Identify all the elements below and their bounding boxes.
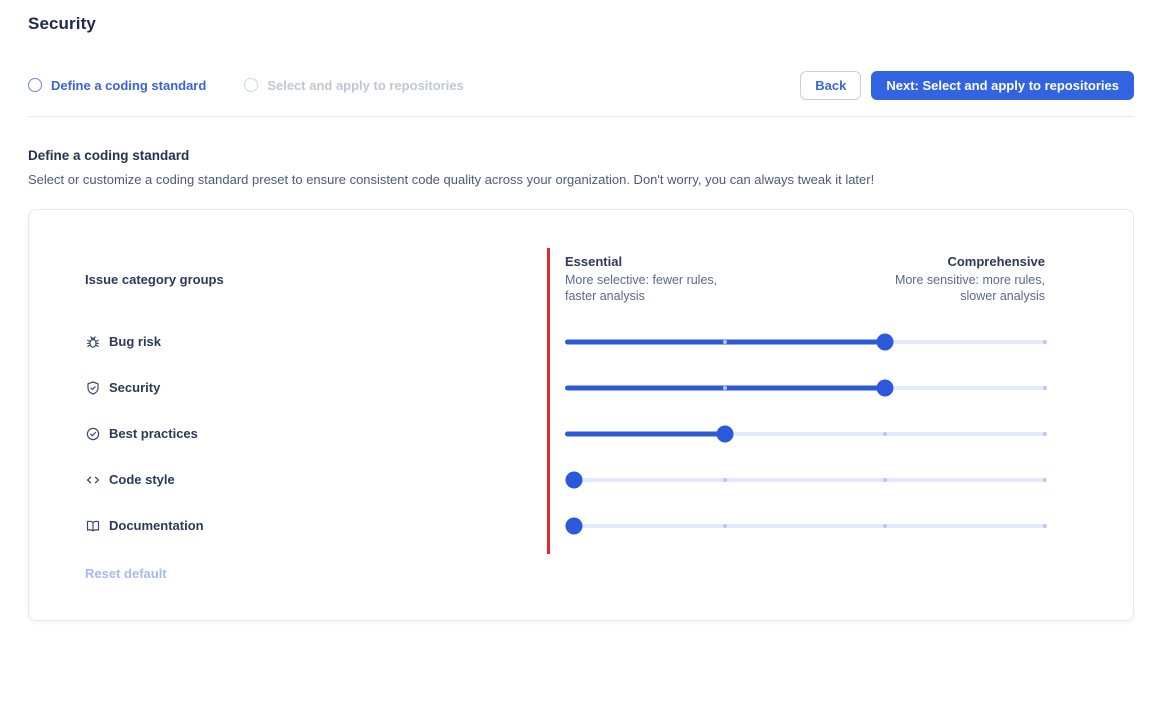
step-radio-icon xyxy=(28,78,42,92)
code-style-slider[interactable] xyxy=(565,471,1047,489)
open-book-icon xyxy=(85,518,101,534)
slider-tick xyxy=(883,523,887,528)
category-row-code-style: Code style xyxy=(85,457,1047,503)
best-practices-slider[interactable] xyxy=(565,425,1047,443)
slider-tick xyxy=(883,431,887,436)
slider-tick xyxy=(1043,523,1047,528)
bug-icon xyxy=(85,334,101,350)
step-label: Define a coding standard xyxy=(51,77,207,93)
slider-handle[interactable] xyxy=(716,425,734,442)
slider-tick xyxy=(722,339,727,344)
slider-tick xyxy=(1043,339,1047,344)
back-button[interactable]: Back xyxy=(800,70,862,100)
slider-handle[interactable] xyxy=(876,333,894,350)
slider-track xyxy=(565,523,1045,528)
category-label: Documentation xyxy=(109,518,204,533)
essential-scale-label: Essential More selective: fewer rules, f… xyxy=(565,254,718,303)
code-brackets-icon xyxy=(85,472,101,488)
slider-track xyxy=(565,477,1045,482)
coding-standard-preset-card: Issue category groups Essential More sel… xyxy=(28,209,1134,621)
category-label: Security xyxy=(109,380,161,395)
section-description: Select or customize a coding standard pr… xyxy=(28,172,875,187)
slider-track xyxy=(565,431,1045,436)
category-row-documentation: Documentation xyxy=(85,503,1047,549)
divider xyxy=(28,116,1134,117)
slider-tick xyxy=(1043,431,1047,436)
step-define-coding-standard[interactable]: Define a coding standard xyxy=(28,78,206,93)
card-content: Issue category groups Essential More sel… xyxy=(29,210,1133,583)
slider-tick xyxy=(1043,477,1047,482)
page-title: Security xyxy=(28,14,96,33)
issue-category-groups-label: Issue category groups xyxy=(85,271,224,287)
comprehensive-scale-label: Comprehensive More sensitive: more rules… xyxy=(894,254,1045,303)
next-button[interactable]: Next: Select and apply to repositories xyxy=(871,70,1134,100)
slider-rows: Bug risk xyxy=(85,319,1047,549)
slider-tick xyxy=(883,477,887,482)
security-slider[interactable] xyxy=(565,379,1047,397)
category-row-best-practices: Best practices xyxy=(85,411,1047,457)
essential-preset-marker-line xyxy=(547,248,550,554)
stepper-steps: Define a coding standard Select and appl… xyxy=(28,78,464,93)
slider-fill xyxy=(565,431,725,436)
documentation-slider[interactable] xyxy=(565,517,1047,535)
stepper-bar: Define a coding standard Select and appl… xyxy=(28,70,1134,100)
category-label: Best practices xyxy=(109,426,198,441)
category-row-security: Security xyxy=(85,365,1047,411)
slider-tick xyxy=(1043,385,1047,390)
shield-check-icon xyxy=(85,380,101,396)
scale-header: Issue category groups Essential More sel… xyxy=(85,254,1045,305)
category-label: Code style xyxy=(109,472,175,487)
category-label: Bug risk xyxy=(109,334,162,349)
slider-tick xyxy=(722,523,727,528)
step-select-apply-repositories: Select and apply to repositories xyxy=(244,78,464,93)
reset-default-link[interactable]: Reset default xyxy=(85,565,167,581)
slider-handle[interactable] xyxy=(565,471,582,488)
step-label: Select and apply to repositories xyxy=(267,77,464,93)
slider-handle[interactable] xyxy=(565,517,582,534)
security-page: Security Define a coding standard Select… xyxy=(28,14,1134,621)
section-heading: Define a coding standard xyxy=(28,148,190,163)
slider-handle[interactable] xyxy=(876,379,894,396)
step-radio-icon xyxy=(244,78,259,92)
stepper-actions: Back Next: Select and apply to repositor… xyxy=(800,70,1134,100)
category-row-bug-risk: Bug risk xyxy=(85,319,1047,365)
bug-risk-slider[interactable] xyxy=(565,333,1047,351)
check-circle-icon xyxy=(85,426,101,442)
slider-tick xyxy=(722,477,727,482)
slider-tick xyxy=(722,385,727,390)
